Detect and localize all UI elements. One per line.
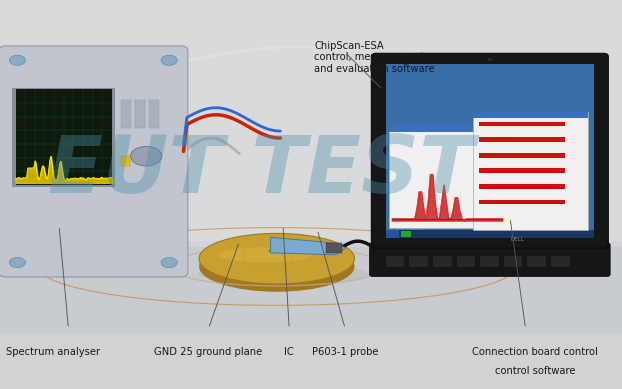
Bar [386,64,594,238]
Bar [0,0,622,241]
Ellipse shape [389,195,432,234]
Circle shape [281,249,285,252]
Bar [480,137,565,142]
Ellipse shape [218,247,311,262]
Bar [149,100,159,128]
Bar [480,122,565,126]
Bar [527,256,546,267]
Bar [401,231,411,237]
FancyBboxPatch shape [0,46,188,277]
Ellipse shape [21,259,178,274]
Text: Spectrum analyser: Spectrum analyser [6,347,100,357]
Circle shape [274,249,279,252]
Bar [480,153,565,158]
Text: EUT TEST: EUT TEST [49,132,474,210]
Bar [473,112,588,230]
FancyBboxPatch shape [369,243,610,277]
Bar [326,243,341,253]
Bar [480,200,565,204]
Bar [121,100,131,128]
Bar [243,246,292,265]
Circle shape [161,55,177,65]
Text: Connection board control: Connection board control [472,347,598,357]
Bar [504,256,522,267]
Ellipse shape [199,233,355,284]
FancyBboxPatch shape [371,53,608,248]
Circle shape [488,58,493,61]
Bar [409,256,428,267]
Bar [433,256,452,267]
Bar [0,241,622,247]
Polygon shape [271,237,346,255]
Ellipse shape [197,264,368,284]
Bar [480,256,499,267]
Bar [135,100,145,128]
Bar [480,184,565,189]
Circle shape [131,147,162,166]
Text: DELL: DELL [510,237,524,242]
Text: GND 25 ground plane: GND 25 ground plane [154,347,262,357]
Bar [386,230,594,238]
Circle shape [9,55,26,65]
Bar [386,256,404,267]
Bar [480,168,565,173]
Bar [0,241,622,333]
Bar [457,256,475,267]
Bar [386,230,399,238]
Bar [121,156,130,166]
Bar [389,124,506,132]
Bar [389,124,506,228]
Text: IC: IC [284,347,294,357]
Ellipse shape [199,241,355,292]
Bar [473,112,588,118]
Circle shape [268,249,273,252]
Text: control software: control software [494,366,575,377]
Circle shape [161,258,177,268]
Text: ChipScan-ESA
control, measurement
and evaluation software: ChipScan-ESA control, measurement and ev… [314,41,435,74]
Circle shape [9,258,26,268]
Text: P603-1 probe: P603-1 probe [312,347,378,357]
Bar [16,89,112,185]
Bar [12,88,115,187]
Bar [551,256,570,267]
